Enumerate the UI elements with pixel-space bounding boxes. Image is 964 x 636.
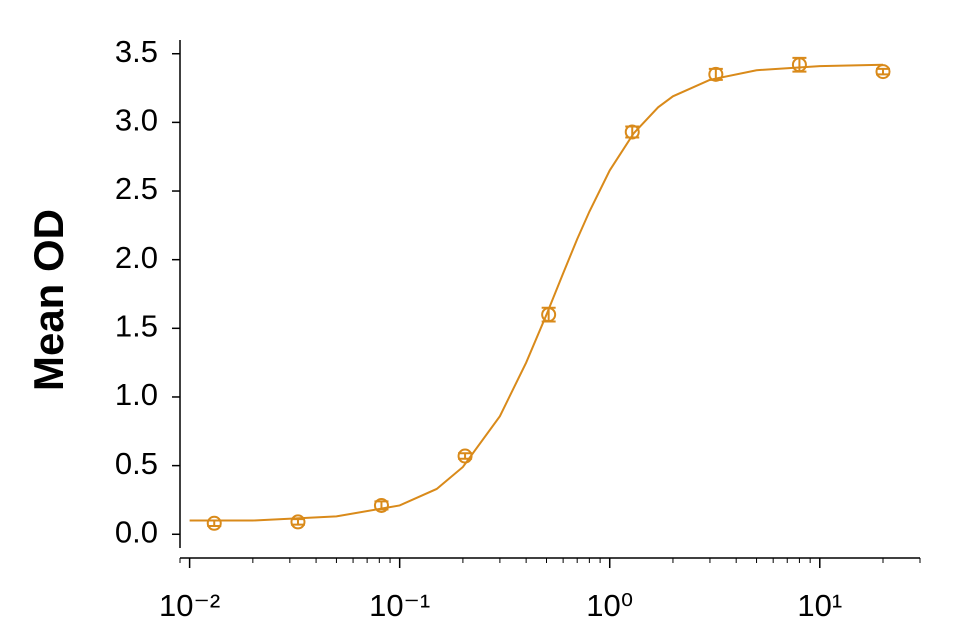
- error-bar: [290, 518, 305, 526]
- y-tick-label: 2.0: [115, 240, 158, 275]
- x-tick-label: 10¹: [797, 588, 842, 623]
- x-tick-label: 10⁰: [586, 588, 633, 623]
- y-tick-label: 3.5: [115, 34, 158, 69]
- data-point: [457, 448, 473, 464]
- y-tick-label: 1.5: [115, 309, 158, 344]
- data-point: [624, 124, 640, 140]
- y-tick-label: 1.0: [115, 377, 158, 412]
- y-axis-label: Mean OD: [25, 209, 72, 391]
- error-bar: [207, 519, 222, 528]
- data-point: [541, 307, 557, 323]
- data-point: [290, 514, 306, 530]
- error-bar: [458, 452, 473, 460]
- data-point: [875, 64, 891, 80]
- y-tick-label: 2.5: [115, 171, 158, 206]
- y-tick-label: 0.0: [115, 514, 158, 549]
- data-point: [373, 497, 389, 513]
- data-point: [206, 515, 222, 531]
- y-tick-label: 3.0: [115, 103, 158, 138]
- x-tick-label: 10⁻¹: [369, 588, 430, 623]
- x-tick-label: 10⁻²: [159, 588, 220, 623]
- data-point: [791, 57, 807, 73]
- y-tick-label: 0.5: [115, 446, 158, 481]
- data-point: [708, 66, 724, 82]
- fit-curve: [189, 63, 884, 522]
- error-bar: [876, 67, 891, 76]
